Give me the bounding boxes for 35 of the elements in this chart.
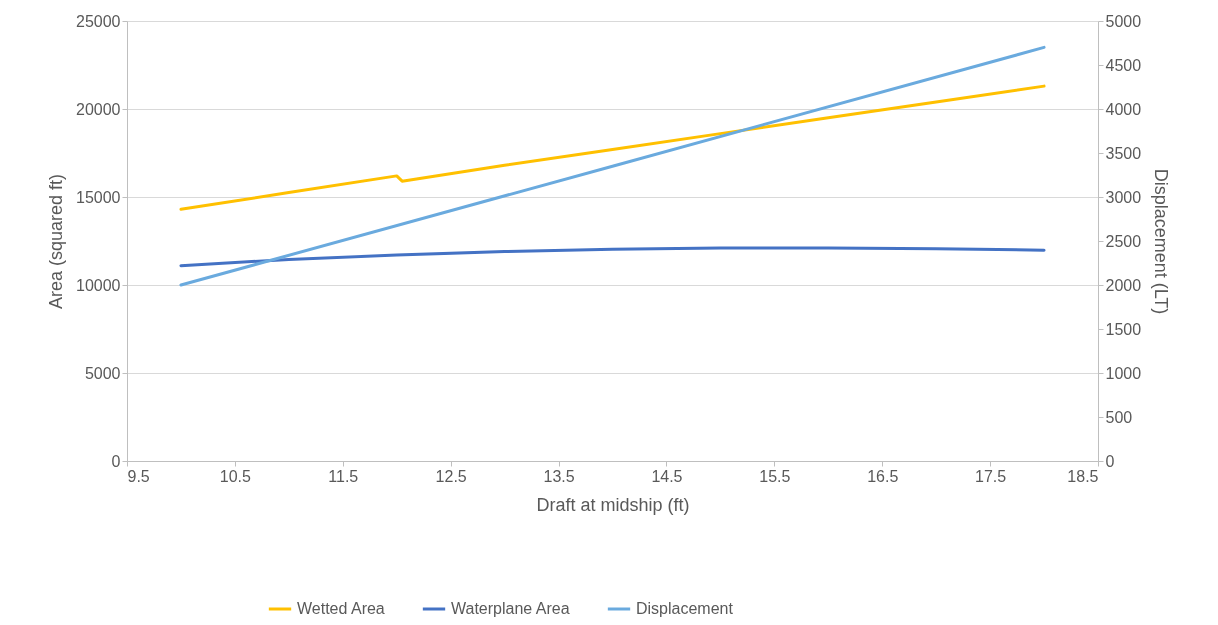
y-tick-label: 25000 <box>76 12 121 30</box>
legend-label: Waterplane Area <box>451 600 570 617</box>
x-tick-label: 14.5 <box>651 467 683 485</box>
x-tick-label: 9.5 <box>127 467 150 485</box>
y2-tick-label: 1000 <box>1105 364 1142 382</box>
legend-label: Displacement <box>636 600 734 617</box>
y2-tick-label: 2000 <box>1105 276 1142 294</box>
y2-axis-title: Displacement (LT) <box>1151 168 1172 315</box>
y2-tick-label: 4500 <box>1105 56 1142 74</box>
x-tick-label: 17.5 <box>975 467 1007 485</box>
line-series <box>179 84 1046 211</box>
line-series <box>179 246 1046 268</box>
y-axis-title: Area (squared ft) <box>46 173 67 310</box>
x-tick-label: 13.5 <box>543 467 575 485</box>
x-tick-label: 11.5 <box>328 467 359 485</box>
y2-tick-label: 2500 <box>1105 232 1142 250</box>
x-tick-label: 16.5 <box>867 467 899 485</box>
y2-tick-label: 5000 <box>1105 12 1142 30</box>
x-tick-label: 10.5 <box>219 467 252 485</box>
y-tick-label: 20000 <box>76 100 121 118</box>
x-axis-title: Draft at midship (ft) <box>536 494 690 515</box>
y-tick-label: 0 <box>111 452 121 470</box>
y-tick-label: 15000 <box>76 188 121 206</box>
y-tick-label: 5000 <box>84 364 121 382</box>
y2-tick-label: 0 <box>1105 452 1115 470</box>
y2-tick-label: 4000 <box>1105 100 1142 118</box>
x-tick-label: 12.5 <box>435 467 467 485</box>
y2-tick-label: 500 <box>1105 408 1133 426</box>
y2-tick-label: 3500 <box>1105 144 1142 162</box>
x-tick-label: 15.5 <box>759 467 791 485</box>
legend-label: Wetted Area <box>297 600 385 617</box>
y-tick-label: 10000 <box>76 276 121 294</box>
y2-tick-label: 1500 <box>1105 320 1142 338</box>
x-tick-label: 18.5 <box>1067 467 1099 485</box>
y2-tick-label: 3000 <box>1105 188 1142 206</box>
